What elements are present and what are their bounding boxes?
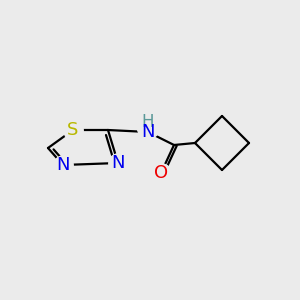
Text: S: S [67,121,79,139]
Text: O: O [154,164,168,182]
Text: N: N [141,123,155,141]
Text: N: N [56,156,70,174]
Text: N: N [111,154,125,172]
Text: H: H [142,113,154,131]
